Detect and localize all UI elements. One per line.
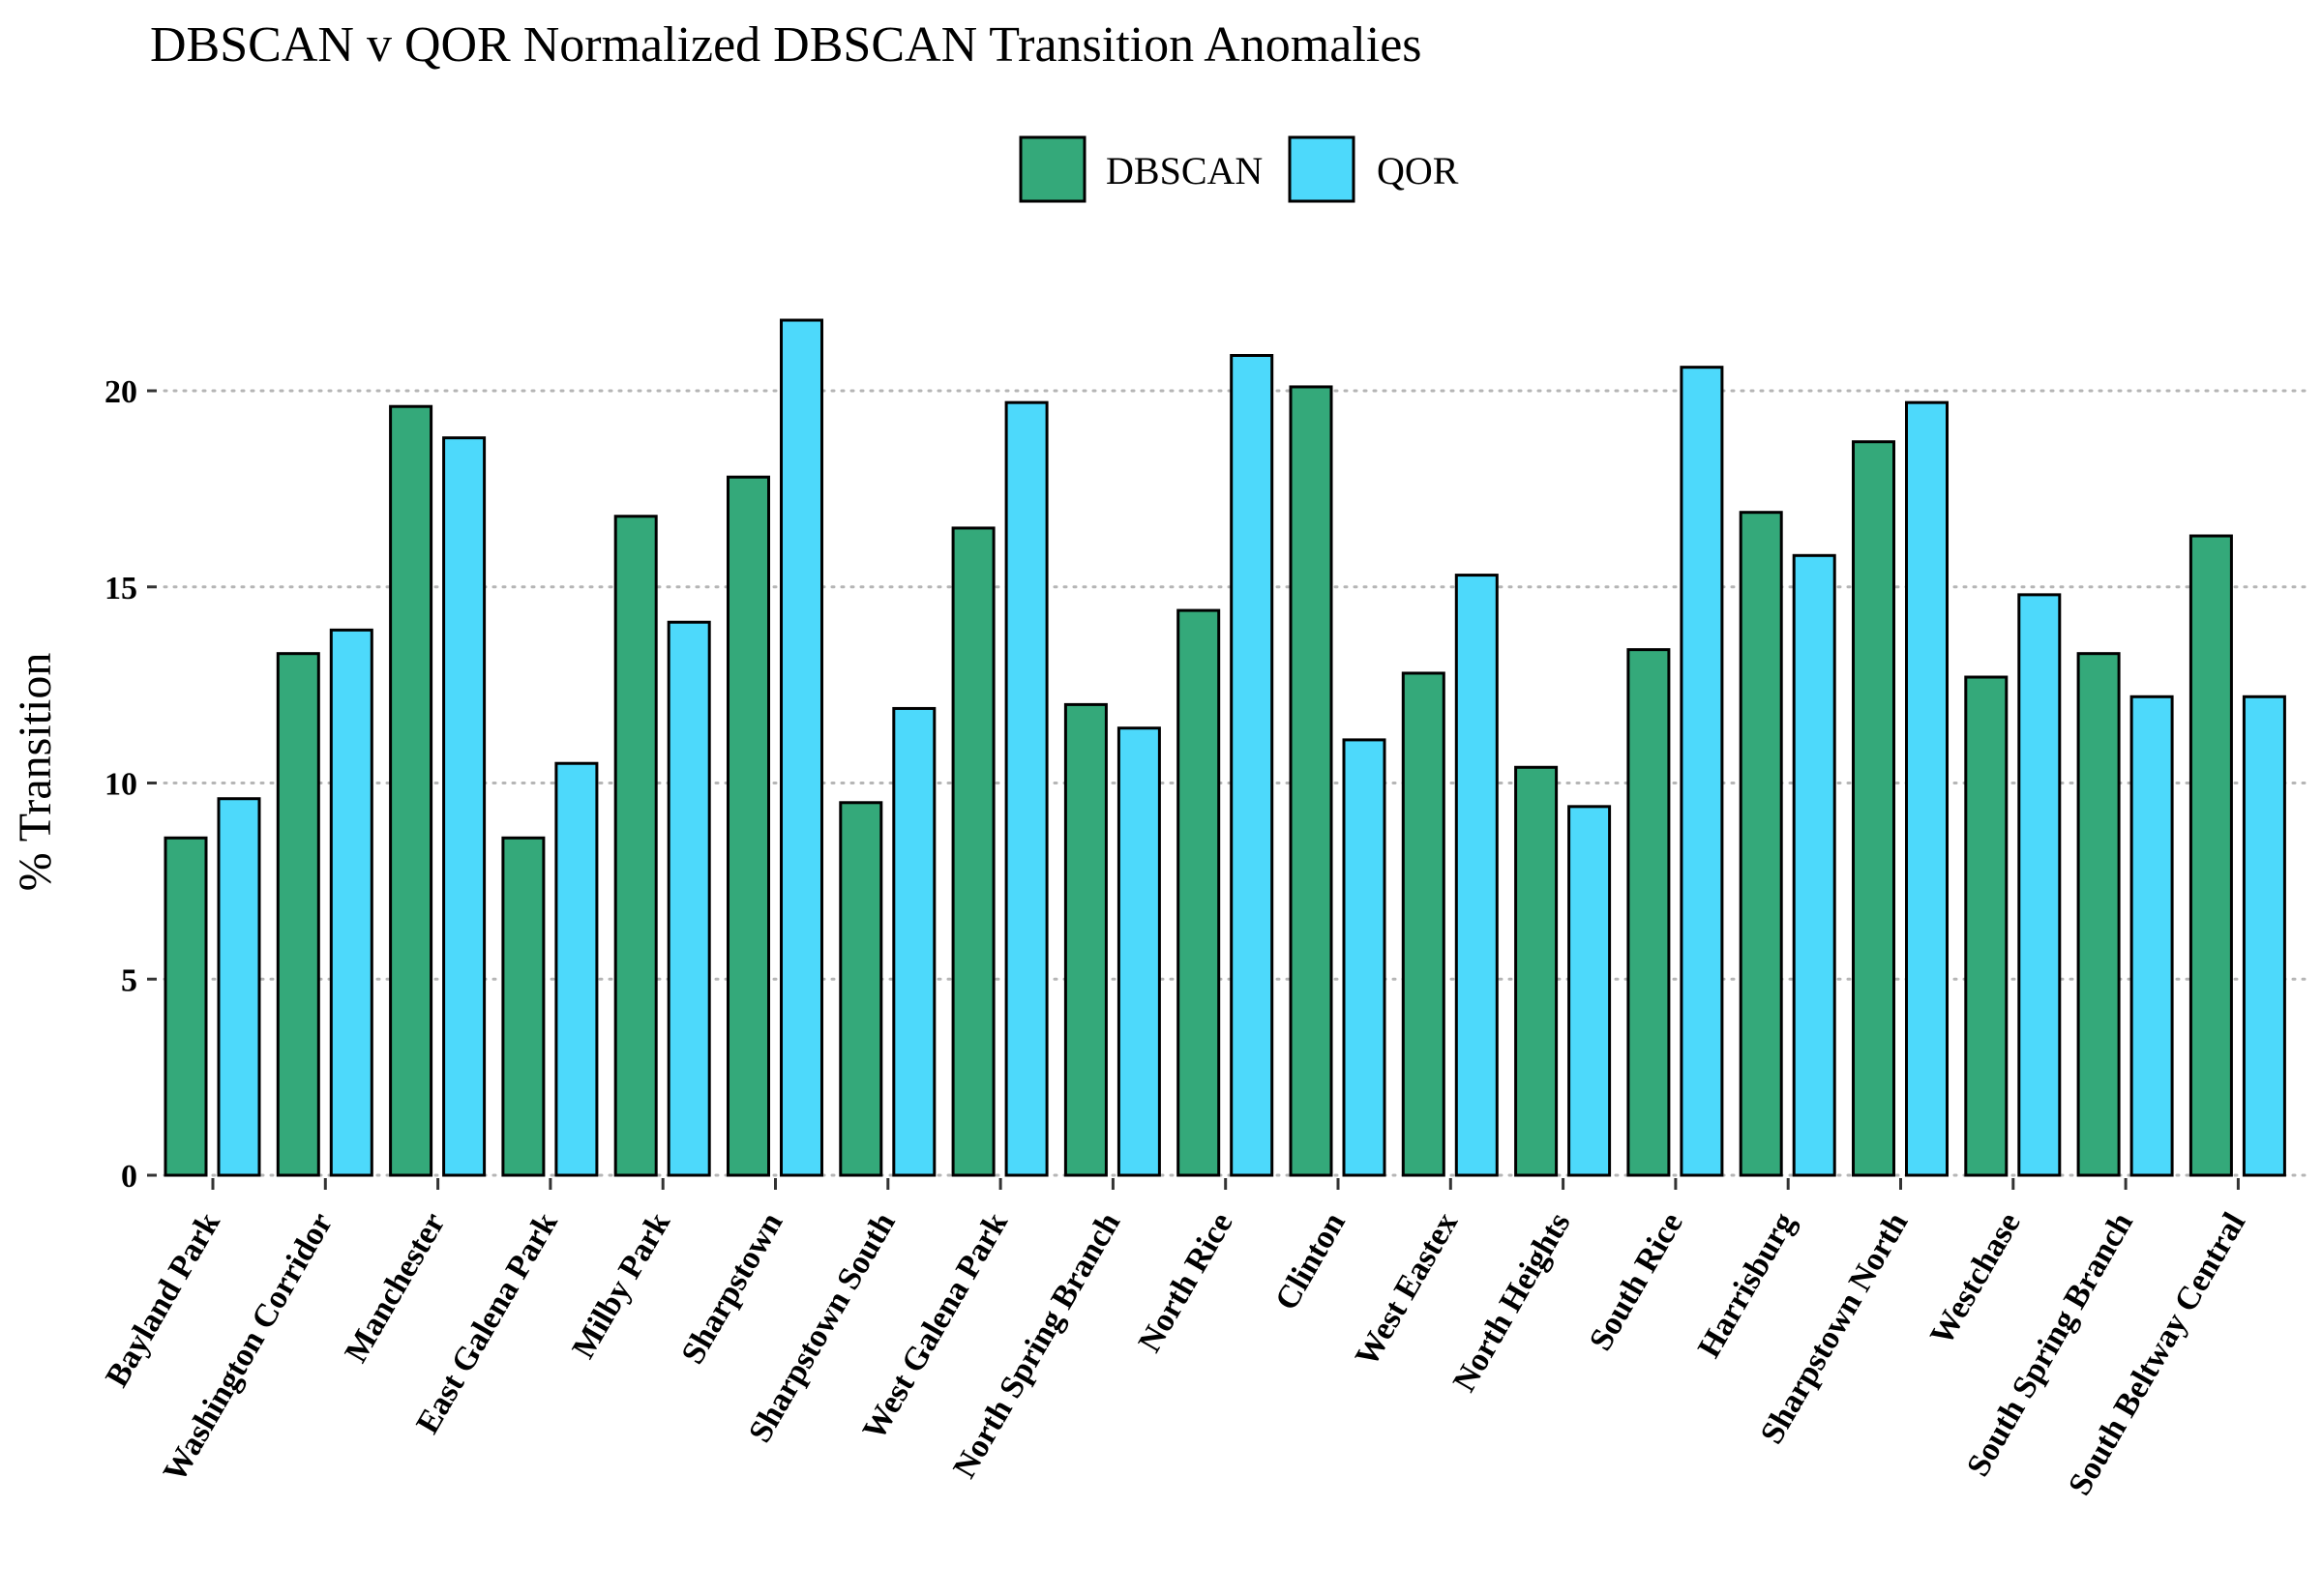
bar-qor-south-rice (1680, 366, 1724, 1177)
x-tick-label: Milby Park (565, 1206, 677, 1364)
y-axis-ticks: 0 5 10 15 20 (104, 374, 157, 1195)
bar-dbscan-sharpstown-north (1852, 440, 1895, 1177)
chart-title: DBSCAN v QOR Normalized DBSCAN Transitio… (150, 17, 1422, 73)
x-tick-label: Clinton (1268, 1206, 1353, 1315)
bar-dbscan-bayland-park (164, 836, 208, 1177)
bar-qor-west-galena-park (1004, 400, 1049, 1177)
y-tick-label: 10 (104, 767, 137, 803)
y-tick-label: 5 (121, 962, 137, 998)
bar-dbscan-south-beltway-central (2188, 534, 2233, 1177)
x-tick-label: North Heights (1446, 1207, 1577, 1399)
legend: DBSCAN QOR (1019, 135, 1459, 203)
bar-dbscan-north-spring-branch (1063, 702, 1108, 1177)
bar-dbscan-clinton (1289, 385, 1333, 1177)
bar-dbscan-manchester (389, 404, 433, 1177)
x-tick-label: South Rice (1583, 1207, 1690, 1357)
bar-qor-east-galena-park (554, 761, 599, 1177)
bar-dbscan-west-eastex (1401, 671, 1445, 1177)
legend-swatch (1288, 135, 1355, 203)
x-tick-label: Sharpstown (674, 1206, 789, 1370)
x-tick-label: West Eastex (1349, 1207, 1465, 1373)
bar-dbscan-south-spring-branch (2076, 652, 2121, 1177)
bar-dbscan-north-rice (1176, 608, 1221, 1177)
bar-dbscan-south-rice (1626, 648, 1671, 1177)
x-tick-label: Westchase (1923, 1207, 2028, 1351)
x-tick-label: North Rice (1132, 1207, 1240, 1359)
bar-qor-milby-park (667, 620, 711, 1177)
legend-label: QOR (1377, 149, 1459, 192)
bar-qor-sharpstown-south (892, 706, 937, 1177)
bar-qor-sharpstown-north (1905, 400, 1949, 1177)
y-tick-label: 0 (121, 1159, 137, 1195)
legend-label: DBSCAN (1106, 149, 1263, 192)
bar-dbscan-washington-corridor (276, 652, 320, 1177)
bar-qor-north-rice (1230, 354, 1274, 1177)
bar-dbscan-harrisburg (1739, 511, 1783, 1177)
y-tick-label: 20 (104, 374, 137, 410)
bar-dbscan-west-galena-park (951, 526, 996, 1177)
y-axis-label: % Transition (10, 653, 61, 892)
bar-dbscan-milby-park (613, 515, 658, 1177)
x-tick-label: Bayland Park (99, 1206, 227, 1393)
bar-qor-harrisburg (1792, 553, 1836, 1177)
bar-qor-westchase (2017, 593, 2062, 1177)
bar-qor-north-spring-branch (1116, 726, 1161, 1177)
bar-qor-clinton (1342, 738, 1386, 1177)
x-tick-label: Manchester (339, 1207, 453, 1369)
legend-swatch (1019, 135, 1087, 203)
bar-qor-north-heights (1567, 805, 1612, 1177)
bar-dbscan-sharpstown (727, 475, 770, 1177)
bar-qor-south-beltway-central (2242, 695, 2286, 1177)
y-tick-label: 15 (104, 571, 137, 606)
bar-qor-bayland-park (217, 797, 261, 1177)
bar-dbscan-sharpstown-south (839, 801, 883, 1177)
bar-qor-manchester (442, 436, 487, 1177)
bar-qor-sharpstown (780, 318, 823, 1177)
bar-dbscan-westchase (1964, 675, 2009, 1177)
bar-qor-south-spring-branch (2129, 695, 2174, 1177)
x-tick-label: Harrisburg (1691, 1207, 1802, 1364)
bar-qor-washington-corridor (329, 628, 373, 1177)
bar-dbscan-north-heights (1514, 765, 1559, 1177)
bar-qor-west-eastex (1454, 574, 1499, 1177)
bars (164, 318, 2286, 1177)
bar-dbscan-east-galena-park (501, 836, 546, 1177)
